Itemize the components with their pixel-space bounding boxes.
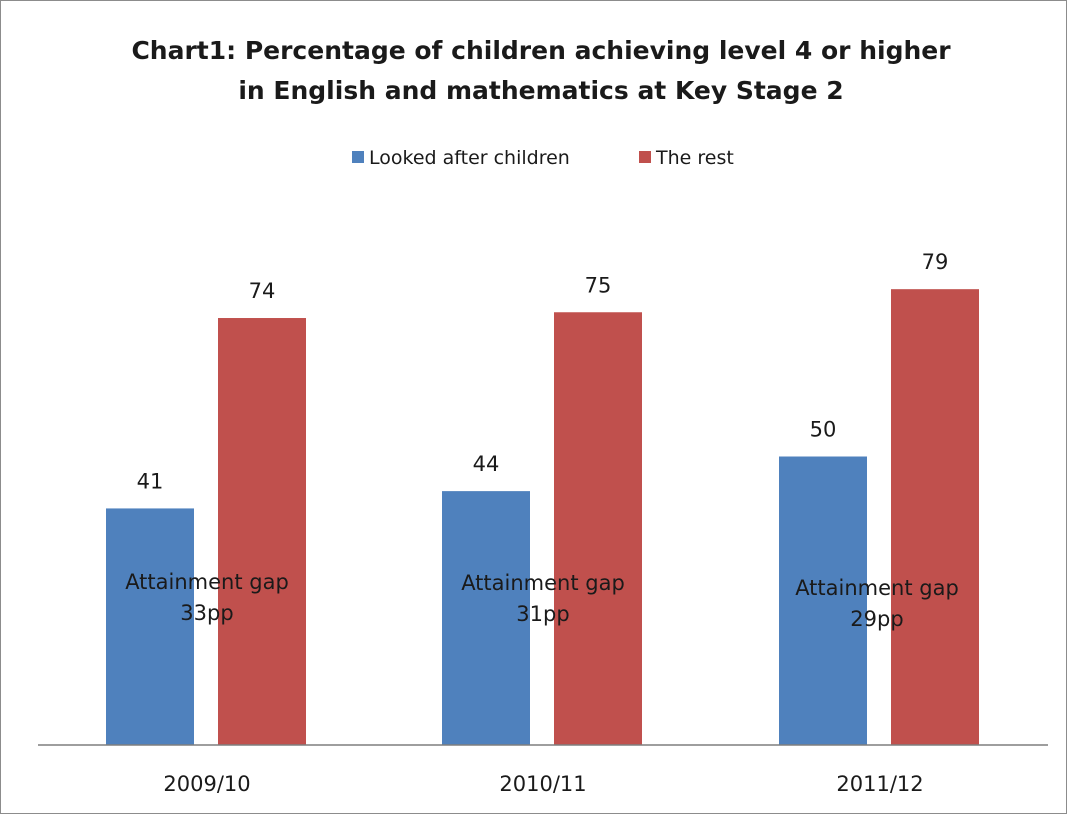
bar-the-rest-2011-12 — [891, 289, 979, 745]
chart-title-line-2: in English and mathematics at Key Stage … — [238, 76, 843, 105]
x-axis-ticks: 2009/10 2010/11 2011/12 — [163, 772, 923, 796]
data-labels-layer: 41 74 44 75 50 79 — [137, 250, 949, 493]
annotation-value-2010-11: 31pp — [516, 602, 569, 626]
bar-looked-after-children-2011-12 — [779, 456, 867, 745]
data-label-looked-after-children-2009-10: 41 — [137, 469, 164, 493]
legend-swatch-looked-after — [352, 151, 364, 163]
data-label-the-rest-2010-11: 75 — [585, 273, 612, 297]
data-label-looked-after-children-2011-12: 50 — [810, 418, 837, 442]
data-label-the-rest-2009-10: 74 — [249, 279, 276, 303]
legend: Looked after children The rest — [352, 147, 734, 169]
legend-label-looked-after: Looked after children — [369, 147, 570, 169]
chart-title-line-1: Chart1: Percentage of children achieving… — [131, 36, 951, 65]
annotation-label-2009-10: Attainment gap — [125, 570, 289, 594]
annotations-layer: Attainment gap 33pp Attainment gap 31pp Atta… — [125, 570, 959, 631]
annotation-value-2011-12: 29pp — [850, 607, 903, 631]
x-tick-label-2010-11: 2010/11 — [499, 772, 586, 796]
legend-swatch-the-rest — [639, 151, 651, 163]
x-tick-label-2011-12: 2011/12 — [836, 772, 923, 796]
x-tick-label-2009-10: 2009/10 — [163, 772, 250, 796]
bars-layer — [106, 289, 979, 745]
bar-the-rest-2009-10 — [218, 318, 306, 745]
legend-label-the-rest: The rest — [655, 147, 734, 169]
chart-title: Chart1: Percentage of children achieving… — [131, 36, 951, 105]
bar-the-rest-2010-11 — [554, 312, 642, 745]
annotation-label-2011-12: Attainment gap — [795, 576, 959, 600]
data-label-the-rest-2011-12: 79 — [922, 250, 949, 274]
bar-looked-after-children-2010-11 — [442, 491, 530, 745]
data-label-looked-after-children-2010-11: 44 — [473, 452, 500, 476]
bar-looked-after-children-2009-10 — [106, 508, 194, 745]
annotation-value-2009-10: 33pp — [180, 601, 233, 625]
annotation-label-2010-11: Attainment gap — [461, 571, 625, 595]
